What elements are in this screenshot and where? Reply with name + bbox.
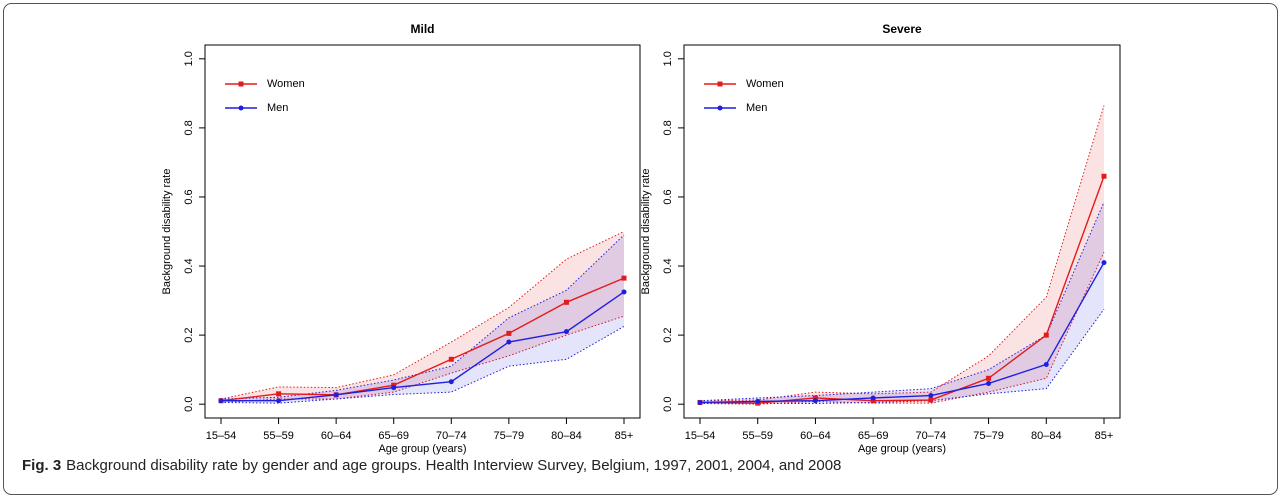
x-axis-label: Age group (years) bbox=[858, 443, 946, 455]
y-tick-label: 0.0 bbox=[183, 397, 195, 412]
x-tick-label: 55–59 bbox=[263, 430, 294, 442]
point bbox=[986, 380, 992, 386]
point bbox=[1101, 173, 1107, 179]
chart-title: Mild bbox=[411, 22, 435, 36]
lower-bound bbox=[700, 308, 1105, 404]
legend-marker bbox=[717, 81, 723, 87]
x-tick-label: 75–79 bbox=[494, 430, 525, 442]
legend-label: Women bbox=[746, 78, 784, 90]
x-tick-label: 60–64 bbox=[800, 430, 831, 442]
y-tick-label: 0.8 bbox=[662, 120, 674, 135]
point bbox=[333, 392, 339, 398]
series-line bbox=[699, 262, 1105, 404]
legend-marker bbox=[717, 105, 723, 111]
upper-bound bbox=[220, 231, 625, 400]
x-tick-label: 80–84 bbox=[1031, 430, 1062, 442]
chart-title: Severe bbox=[882, 22, 922, 36]
y-tick-label: 0.0 bbox=[662, 397, 674, 412]
series-line bbox=[220, 277, 625, 402]
point bbox=[506, 330, 512, 336]
figure-border bbox=[3, 3, 1278, 495]
x-tick-label: 85+ bbox=[1095, 430, 1114, 442]
point bbox=[218, 398, 224, 404]
point bbox=[276, 391, 282, 397]
x-tick-label: 65–69 bbox=[378, 430, 409, 442]
y-tick-label: 0.4 bbox=[183, 258, 195, 273]
upper-bound bbox=[699, 201, 1105, 402]
legend-label: Men bbox=[746, 102, 767, 114]
y-tick-label: 0.2 bbox=[662, 327, 674, 342]
point bbox=[391, 385, 397, 391]
x-tick-label: 55–59 bbox=[742, 430, 773, 442]
caption-label: Fig. 3 bbox=[22, 457, 61, 474]
y-tick-label: 0.6 bbox=[662, 189, 674, 204]
x-tick-label: 60–64 bbox=[321, 430, 352, 442]
x-tick-label: 80–84 bbox=[551, 430, 582, 442]
y-axis-label: Background disability rate bbox=[161, 169, 173, 295]
lower-bound bbox=[220, 326, 625, 404]
point bbox=[870, 398, 876, 404]
x-tick-label: 15–54 bbox=[685, 430, 716, 442]
point bbox=[812, 395, 818, 401]
point bbox=[986, 375, 992, 381]
legend-marker bbox=[238, 81, 244, 87]
x-tick-label: 15–54 bbox=[206, 430, 237, 442]
y-tick-label: 0.2 bbox=[183, 327, 195, 342]
x-tick-label: 70–74 bbox=[916, 430, 947, 442]
y-tick-label: 0.4 bbox=[662, 258, 674, 273]
point bbox=[928, 397, 934, 403]
y-tick-label: 1.0 bbox=[662, 51, 674, 66]
series-line bbox=[221, 291, 625, 402]
point bbox=[276, 398, 282, 404]
upper-bound bbox=[699, 105, 1105, 402]
plot-frame bbox=[204, 44, 641, 419]
point bbox=[563, 299, 569, 305]
point bbox=[563, 329, 569, 335]
point bbox=[448, 356, 454, 362]
x-tick-label: 85+ bbox=[615, 430, 634, 442]
legend-marker bbox=[238, 105, 244, 111]
series-line bbox=[699, 176, 1105, 404]
x-tick-label: 70–74 bbox=[436, 430, 467, 442]
point bbox=[812, 398, 818, 404]
y-axis-label: Background disability rate bbox=[640, 169, 652, 295]
upper-bound bbox=[220, 234, 625, 400]
point bbox=[448, 379, 454, 385]
legend-label: Women bbox=[267, 78, 305, 90]
caption: Fig. 3 Background disability rate by gend… bbox=[22, 457, 841, 474]
x-tick-label: 65–69 bbox=[858, 430, 889, 442]
legend-label: Men bbox=[267, 102, 288, 114]
point bbox=[697, 399, 703, 405]
point bbox=[928, 393, 934, 399]
point bbox=[755, 398, 761, 404]
confidence-band bbox=[221, 231, 624, 403]
caption-text: Background disability rate by gender and… bbox=[66, 457, 841, 474]
point bbox=[1101, 260, 1107, 266]
point bbox=[1043, 332, 1049, 338]
point bbox=[506, 339, 512, 345]
lower-bound bbox=[220, 315, 625, 403]
point bbox=[870, 395, 876, 401]
y-tick-label: 1.0 bbox=[183, 51, 195, 66]
point bbox=[621, 275, 627, 281]
y-tick-label: 0.8 bbox=[183, 120, 195, 135]
x-axis-label: Age group (years) bbox=[378, 443, 466, 455]
y-tick-label: 0.6 bbox=[183, 189, 195, 204]
confidence-band bbox=[221, 234, 624, 404]
point bbox=[621, 289, 627, 295]
x-tick-label: 75–79 bbox=[973, 430, 1004, 442]
point bbox=[1043, 361, 1049, 367]
plot-frame bbox=[683, 44, 1121, 419]
